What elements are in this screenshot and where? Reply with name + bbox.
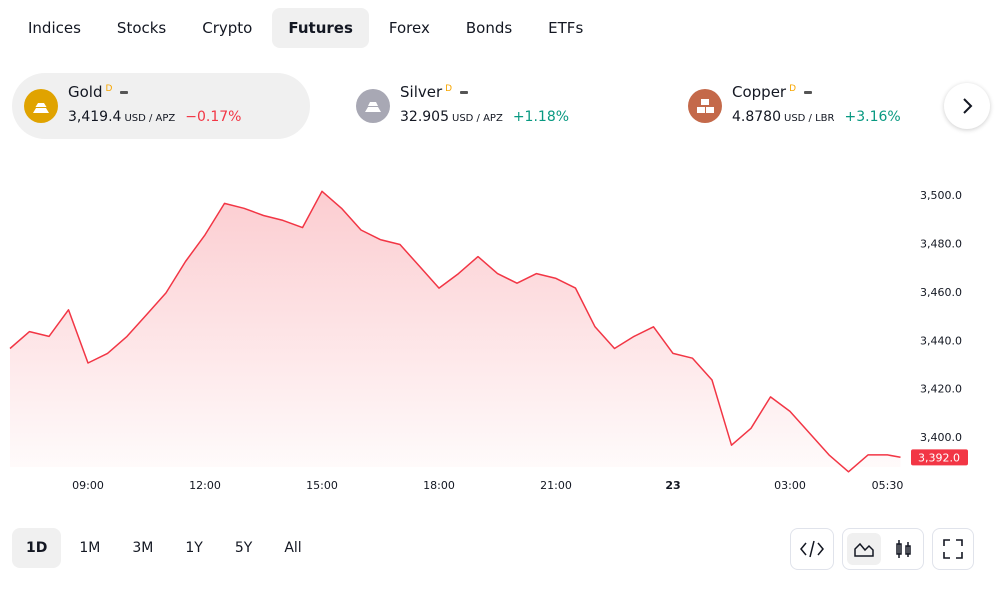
ticker-change: +1.18% (512, 109, 570, 125)
market-tab[interactable]: Futures (272, 8, 369, 48)
ticker-name: Copper D (732, 83, 813, 101)
ticker-quote: 4.8780 USD / LBR +3.16% (732, 109, 901, 125)
ticker-dash (804, 91, 813, 94)
ticker-unit: USD / APZ (452, 113, 503, 124)
range-button[interactable]: All (284, 540, 302, 556)
ticker-badge: D (789, 84, 797, 94)
range-buttons: 1D 1M 3M 1Y 5Y All (12, 528, 316, 568)
next-button[interactable] (944, 83, 990, 129)
market-tab[interactable]: Indices (28, 19, 81, 37)
y-tick-label: 3,460.0 (920, 286, 962, 299)
ticker-icon (356, 89, 390, 123)
x-tick-label: 03:00 (774, 479, 806, 492)
market-tab[interactable]: Crypto (202, 19, 253, 37)
ticker-dash (460, 91, 469, 94)
x-tick-label: 15:00 (306, 479, 338, 492)
y-tick-label: 3,480.0 (920, 238, 962, 251)
ticker-badge: D (105, 84, 113, 94)
candle-style[interactable] (896, 540, 911, 558)
x-tick-label: 05:30 (872, 479, 904, 492)
market-tab[interactable]: Forex (388, 19, 430, 37)
ticker-name: Silver D (400, 83, 469, 101)
y-tick-label: 3,400.0 (920, 431, 962, 444)
ticker[interactable]: Gold D 3,419.4 USD / APZ −0.17% (12, 73, 310, 139)
ticker-price: 3,419.4 (68, 109, 122, 125)
range-button[interactable]: 3M (132, 540, 154, 556)
x-tick-label: 18:00 (423, 479, 455, 492)
ticker-icon (688, 89, 722, 123)
ticker-unit: USD / LBR (784, 113, 835, 124)
range-button[interactable]: 1Y (185, 540, 203, 556)
ticker-change: −0.17% (185, 109, 242, 125)
market-tab[interactable]: Bonds (465, 19, 513, 37)
x-tick-label: 21:00 (540, 479, 572, 492)
ticker-icon (24, 89, 58, 123)
market-tab[interactable]: ETFs (548, 19, 584, 37)
price-line (9, 190, 901, 473)
ticker-name-text: Gold (68, 83, 103, 101)
market-tabs: Indices Stocks Crypto Futures Forex Bonds ETFs (12, 8, 599, 48)
range-button[interactable]: 1M (79, 540, 101, 556)
ticker-name: Gold D (68, 83, 129, 101)
ticker-price: 4.8780 (732, 109, 781, 125)
ticker-badge: D (445, 84, 453, 94)
y-tick-label: 3,500.0 (920, 189, 962, 202)
fullscreen-button[interactable] (932, 528, 974, 570)
ticker[interactable]: Copper D 4.8780 USD / LBR +3.16% (676, 73, 974, 139)
ticker-quote: 3,419.4 USD / APZ −0.17% (68, 109, 241, 125)
ticker-change: +3.16% (844, 109, 901, 125)
x-tick-label: 12:00 (189, 479, 221, 492)
ticker-price: 32.905 (400, 109, 449, 125)
y-tick-label: 3,420.0 (920, 383, 962, 396)
ticker-dash (120, 91, 129, 94)
ticker-unit: USD / APZ (124, 113, 176, 124)
ticker[interactable]: Silver D 32.905 USD / APZ +1.18% (344, 73, 642, 139)
ticker-strip: Gold D 3,419.4 USD / APZ −0.17% Silver D 32.905… (12, 73, 990, 139)
ticker-name-text: Copper (732, 83, 787, 101)
current-price-tag (911, 449, 968, 466)
embed-button[interactable] (790, 528, 834, 570)
range-button[interactable]: 1D (12, 528, 62, 568)
range-button[interactable]: 5Y (234, 540, 253, 556)
x-tick-label: 09:00 (72, 479, 104, 492)
area-fill (10, 191, 901, 472)
y-tick-label: 3,440.0 (920, 334, 962, 347)
ticker-quote: 32.905 USD / APZ +1.18% (400, 109, 569, 125)
chart: 3,400.0 3,420.0 3,440.0 3,460.0 3,480.0 3,500… (9, 189, 968, 492)
current-price-label: 3,392.0 (918, 451, 960, 464)
x-tick-label: 23 (665, 479, 680, 492)
chart-style (842, 528, 924, 570)
market-tab[interactable]: Stocks (116, 19, 167, 37)
ticker-name-text: Silver (400, 83, 443, 101)
